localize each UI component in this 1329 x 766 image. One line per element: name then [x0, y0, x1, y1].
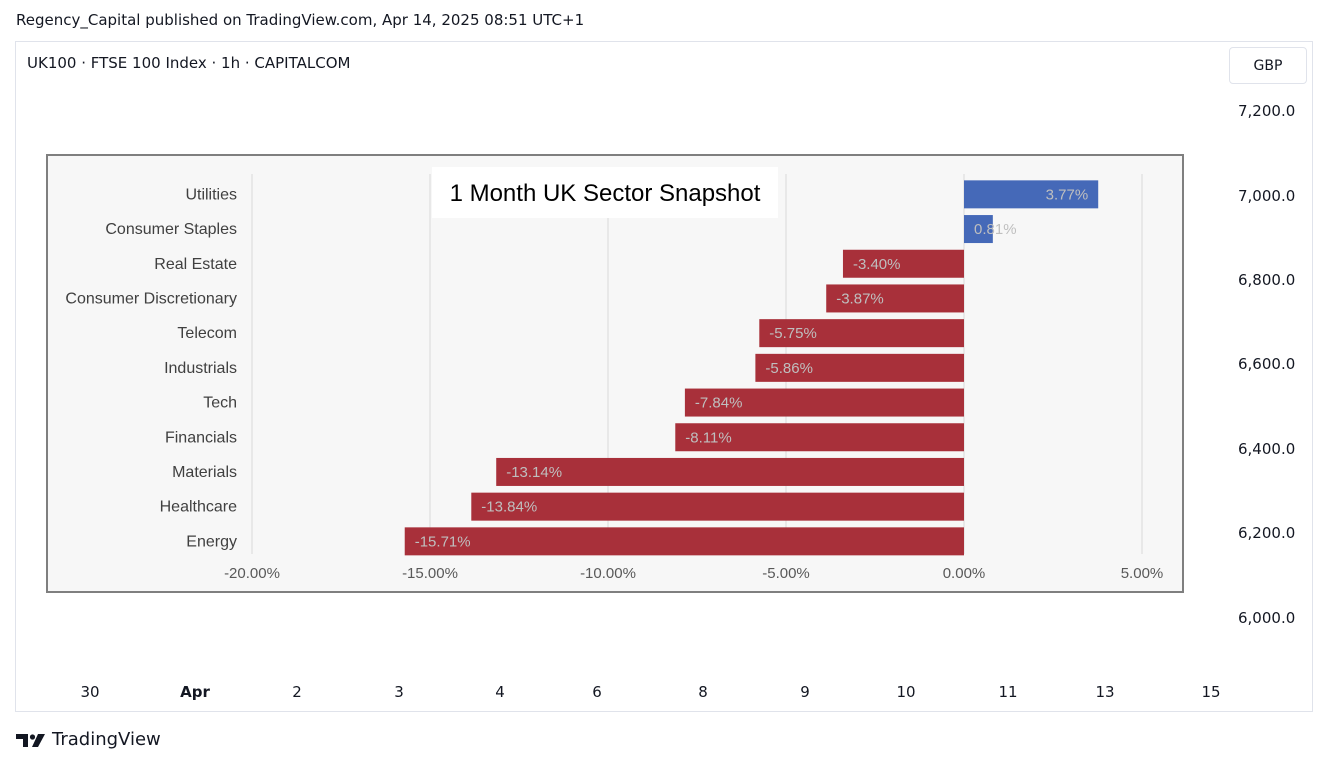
- time-axis-label: 8: [698, 683, 708, 701]
- time-axis-label: 15: [1201, 683, 1221, 701]
- category-label: Telecom: [177, 325, 237, 342]
- published-caption: Regency_Capital published on TradingView…: [16, 11, 585, 29]
- price-axis-label: 6,800.0: [1238, 271, 1296, 289]
- symbol-title: UK100 · FTSE 100 Index · 1h · CAPITALCOM: [27, 54, 351, 72]
- category-label: Tech: [203, 395, 237, 412]
- bar-tech: [684, 388, 964, 417]
- value-label: -5.86%: [765, 360, 813, 377]
- time-axis-label: 2: [292, 683, 302, 701]
- bar-healthcare: [471, 492, 964, 521]
- bar-industrials: [755, 353, 964, 382]
- time-axis-label: 11: [998, 683, 1018, 701]
- tradingview-logo-icon: [16, 733, 45, 747]
- value-label: 3.77%: [1046, 186, 1089, 203]
- time-axis-label: 30: [80, 683, 100, 701]
- chart-title: 1 Month UK Sector Snapshot: [450, 180, 761, 207]
- sector-bar-chart: Utilities 3.77% Consumer Staples 0.81% Real …: [48, 156, 1182, 591]
- value-label: -13.84%: [481, 499, 537, 516]
- price-axis-label: 7,200.0: [1238, 102, 1296, 120]
- price-axis-label: 6,600.0: [1238, 355, 1296, 373]
- value-label: 0.81%: [974, 221, 1017, 238]
- bar-financials: [675, 423, 964, 452]
- bar-energy: [404, 527, 964, 556]
- x-tick-label: -20.00%: [224, 565, 280, 582]
- time-axis-label: Apr: [180, 683, 210, 701]
- chart-panel: [15, 41, 1313, 712]
- bar-telecom: [759, 319, 964, 348]
- bar-utilities: [964, 180, 1099, 209]
- category-label: Energy: [186, 533, 237, 550]
- bar-consumer-staples: [964, 215, 993, 244]
- time-axis-label: 3: [394, 683, 404, 701]
- value-label: -13.14%: [506, 464, 562, 481]
- value-label: -8.11%: [685, 429, 731, 446]
- chart-title-box: [432, 167, 778, 218]
- category-label: Real Estate: [154, 256, 237, 273]
- x-tick-label: 5.00%: [1121, 565, 1164, 582]
- time-axis-label: 6: [592, 683, 602, 701]
- x-tick-label: -15.00%: [402, 565, 458, 582]
- value-label: -3.40%: [853, 256, 901, 273]
- x-tick-label: -5.00%: [762, 565, 810, 582]
- category-label: Materials: [172, 464, 237, 481]
- value-label: -15.71%: [415, 533, 471, 550]
- value-label: -7.84%: [695, 395, 743, 412]
- value-label: -5.75%: [769, 325, 817, 342]
- time-axis-label: 10: [896, 683, 916, 701]
- price-axis-label: 6,400.0: [1238, 440, 1296, 458]
- bar-materials: [496, 457, 964, 486]
- bar-consumer-discretionary: [826, 284, 964, 313]
- category-label: Industrials: [164, 360, 237, 377]
- x-tick-label: 0.00%: [943, 565, 986, 582]
- value-label: -3.87%: [836, 290, 884, 307]
- x-tick-label: -10.00%: [580, 565, 636, 582]
- category-label: Consumer Discretionary: [65, 290, 237, 307]
- price-axis-label: 6,000.0: [1238, 609, 1296, 627]
- time-axis-label: 13: [1095, 683, 1115, 701]
- time-axis-label: 9: [800, 683, 810, 701]
- category-label: Healthcare: [160, 499, 237, 516]
- price-axis-label: 6,200.0: [1238, 524, 1296, 542]
- bar-real-estate: [842, 249, 964, 278]
- category-label: Consumer Staples: [105, 221, 237, 238]
- sector-chart-image: Utilities 3.77% Consumer Staples 0.81% Real …: [46, 154, 1184, 593]
- currency-button[interactable]: GBP: [1229, 47, 1307, 84]
- tradingview-logo[interactable]: TradingView: [16, 729, 161, 750]
- price-axis-label: 7,000.0: [1238, 187, 1296, 205]
- tradingview-brand: TradingView: [52, 729, 161, 750]
- category-label: Utilities: [185, 186, 237, 203]
- time-axis-label: 4: [495, 683, 505, 701]
- category-label: Financials: [165, 429, 237, 446]
